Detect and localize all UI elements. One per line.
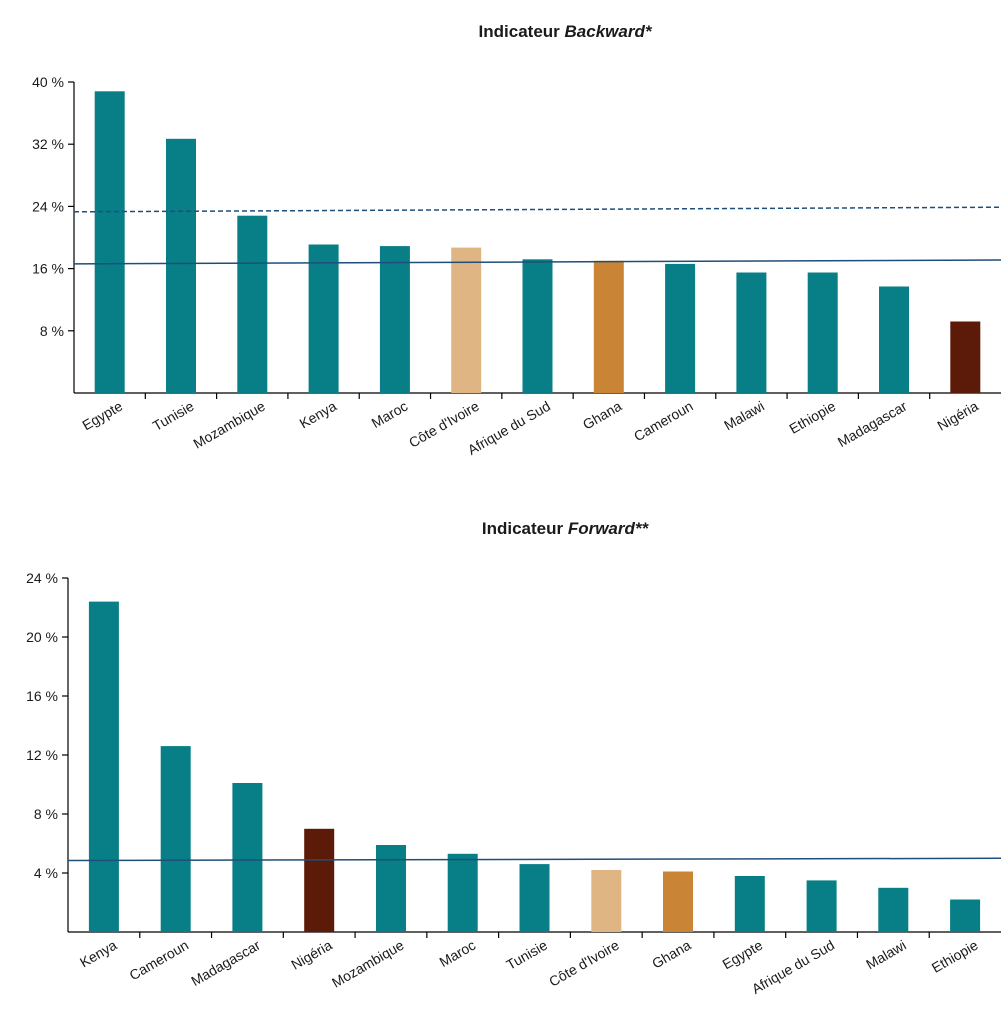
reference-line-solid (67, 857, 1001, 862)
backward-chart: Indicateur Backward* 8 % 16 % 24 % 32 % 40 % E… (32, 22, 1001, 458)
chart-title-emphasis: Forward** (568, 519, 650, 538)
bar (736, 272, 767, 393)
category-label: Cameroun (127, 937, 192, 984)
bar (807, 272, 838, 393)
category-label: Ethiopie (929, 937, 981, 976)
y-tick-label: 12 % (26, 747, 58, 763)
category-label: Madagascar (188, 937, 263, 990)
category-label: Mozambique (190, 398, 268, 452)
y-tick-label: 8 % (34, 806, 58, 822)
bar (308, 244, 339, 393)
y-tick-label: 4 % (34, 865, 58, 881)
category-label: Egypte (720, 937, 766, 973)
bar (593, 260, 624, 393)
bar (237, 215, 268, 393)
category-label: Tunisie (503, 937, 550, 973)
category-label: Egypte (79, 398, 125, 434)
bar (879, 286, 909, 393)
y-tick-label: 16 % (32, 261, 64, 277)
bar (663, 871, 693, 932)
bar (232, 783, 263, 932)
y-tick-label: 32 % (32, 136, 64, 152)
bar (519, 864, 550, 932)
bar (734, 876, 765, 932)
category-label: Malawi (863, 937, 909, 973)
bar (522, 259, 553, 393)
chart-title-emphasis: Backward* (565, 22, 653, 41)
category-label: Kenya (77, 937, 120, 971)
y-tick-label: 24 % (32, 198, 64, 214)
category-label: Ghana (580, 398, 625, 433)
bar (447, 853, 478, 932)
chart-title: Indicateur Backward* (479, 22, 653, 41)
category-label: Nigéria (934, 398, 981, 434)
bar (304, 828, 335, 933)
category-label: Ghana (649, 937, 694, 972)
y-tick-label: 8 % (40, 323, 64, 339)
bar (806, 880, 837, 932)
bar (950, 899, 981, 932)
category-label: Kenya (297, 398, 340, 432)
bar (379, 246, 410, 393)
category-label: Maroc (369, 398, 411, 431)
bar (94, 91, 125, 394)
category-label: Madagascar (835, 398, 910, 451)
bar (166, 138, 196, 393)
category-label: Tunisie (150, 398, 197, 434)
bar (878, 887, 909, 933)
bar (591, 870, 622, 932)
chart-title-main: Indicateur (482, 519, 568, 538)
category-label: Mozambique (329, 937, 407, 991)
y-tick-label: 20 % (26, 629, 58, 645)
bar (451, 247, 482, 393)
chart-title-main: Indicateur (479, 22, 565, 41)
category-label: Cameroun (631, 398, 696, 445)
category-label: Nigéria (288, 937, 335, 973)
forward-chart: Indicateur Forward** 4 % 8 % 12 % 16 % 20 % 24… (26, 519, 1001, 997)
category-label: Ethiopie (786, 398, 838, 437)
category-label: Malawi (721, 398, 767, 434)
reference-line-solid (73, 259, 1001, 265)
y-tick-label: 40 % (32, 74, 64, 90)
chart-title: Indicateur Forward** (482, 519, 650, 538)
y-tick-label: 24 % (26, 570, 58, 586)
bar (376, 845, 406, 932)
bar (160, 746, 191, 932)
bar (950, 321, 981, 393)
bar (88, 601, 119, 932)
reference-line-dashed (73, 206, 1001, 213)
category-label: Maroc (437, 937, 479, 970)
category-label: Côte d'Ivoire (546, 937, 622, 990)
bar (665, 263, 696, 393)
y-tick-label: 16 % (26, 688, 58, 704)
